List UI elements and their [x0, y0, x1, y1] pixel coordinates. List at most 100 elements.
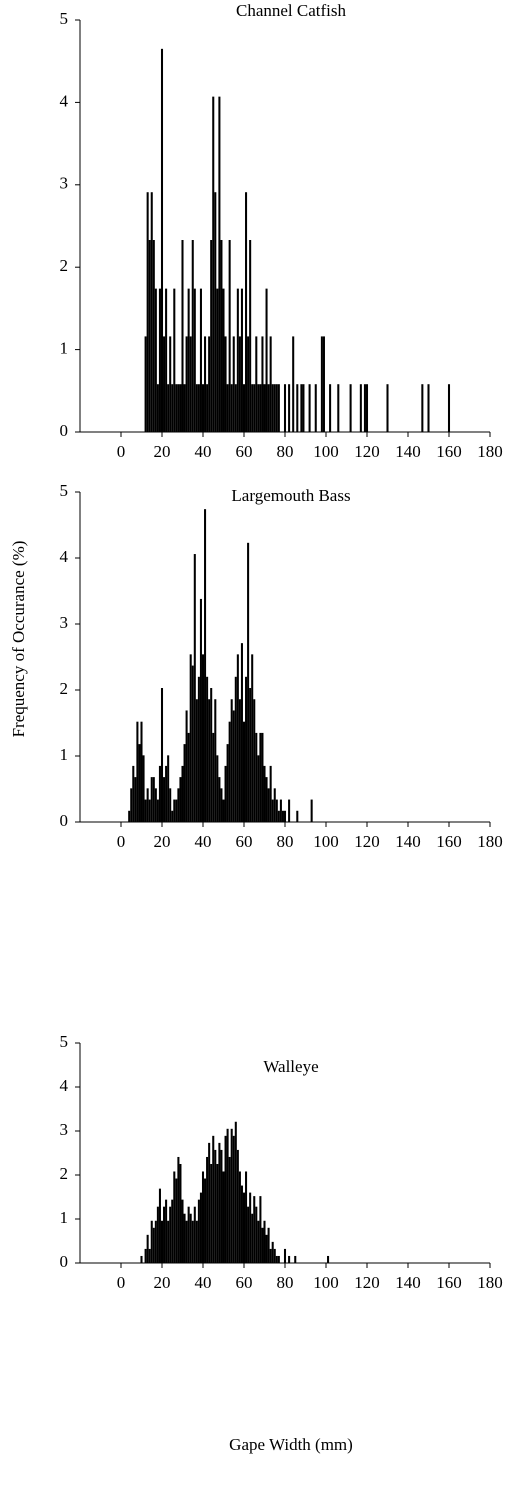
- bar: [322, 336, 325, 432]
- x-tick-label: 180: [477, 1273, 503, 1292]
- bar: [349, 384, 352, 432]
- bar: [251, 1213, 254, 1263]
- x-tick-label: 140: [395, 442, 421, 461]
- bar: [132, 765, 135, 822]
- bar: [169, 336, 172, 432]
- bar: [208, 1142, 211, 1263]
- bar: [230, 1128, 233, 1263]
- bar: [210, 240, 213, 432]
- bar: [267, 384, 270, 432]
- bar: [296, 810, 299, 822]
- bar: [265, 777, 268, 822]
- bar: [167, 1220, 170, 1263]
- bar: [216, 1164, 219, 1263]
- bar: [265, 288, 268, 432]
- x-tick-label: 160: [436, 442, 462, 461]
- bar: [152, 1227, 155, 1263]
- chart-title: Walleye: [263, 1057, 318, 1076]
- bar: [247, 1206, 250, 1263]
- y-tick-label: 1: [60, 1208, 69, 1227]
- bar: [242, 384, 246, 432]
- bar: [257, 755, 260, 822]
- bar: [226, 744, 229, 822]
- bar: [204, 509, 207, 822]
- bar: [427, 384, 430, 432]
- bar: [253, 699, 256, 822]
- bar: [275, 384, 278, 432]
- bar: [230, 384, 233, 432]
- bar: [210, 1164, 213, 1263]
- bar: [181, 240, 184, 432]
- x-tick-label: 100: [313, 832, 339, 851]
- x-tick-label: 60: [236, 442, 253, 461]
- bar: [181, 1199, 184, 1263]
- bar: [271, 1241, 274, 1263]
- bar: [271, 384, 274, 432]
- bar: [222, 1171, 225, 1263]
- bar: [208, 699, 211, 822]
- bar: [263, 765, 266, 822]
- bar: [273, 788, 276, 822]
- bar: [308, 384, 311, 432]
- bar: [228, 240, 231, 432]
- bar: [283, 1248, 287, 1263]
- bar: [191, 1220, 194, 1263]
- bar: [214, 192, 217, 432]
- bar: [238, 336, 241, 432]
- bar: [259, 732, 262, 822]
- bar: [247, 336, 250, 432]
- bar: [238, 1171, 241, 1263]
- bar: [199, 1192, 202, 1263]
- bar: [263, 1220, 266, 1263]
- bar: [140, 1255, 143, 1263]
- bar: [169, 1206, 172, 1263]
- bar: [253, 384, 256, 432]
- x-tick-label: 140: [395, 1273, 421, 1292]
- bar: [199, 598, 202, 822]
- x-tick-label: 20: [154, 1273, 171, 1292]
- bar: [171, 810, 174, 822]
- bar: [197, 1199, 200, 1263]
- bar: [167, 384, 170, 432]
- bar: [177, 788, 180, 822]
- bar: [179, 384, 182, 432]
- x-tick-label: 80: [277, 832, 294, 851]
- bar: [201, 384, 205, 432]
- y-tick-label: 4: [60, 1076, 69, 1095]
- bar: [249, 688, 252, 822]
- x-tick-label: 20: [154, 832, 171, 851]
- bar: [288, 1255, 291, 1263]
- bar: [134, 777, 137, 822]
- bar: [179, 777, 182, 822]
- bar: [259, 1196, 262, 1263]
- bar: [156, 1206, 159, 1263]
- x-tick-label: 0: [117, 442, 126, 461]
- bar: [144, 336, 147, 432]
- x-tick-label: 180: [477, 442, 503, 461]
- bar: [261, 336, 264, 432]
- bar: [238, 699, 241, 822]
- bar: [226, 1128, 229, 1263]
- bar: [363, 384, 366, 432]
- bar: [189, 1213, 192, 1263]
- bar: [251, 654, 254, 822]
- bar: [257, 1220, 260, 1263]
- bar: [163, 777, 166, 822]
- bar: [310, 799, 313, 822]
- bar: [204, 1178, 207, 1263]
- bar: [271, 799, 274, 822]
- chart-title: Channel Catfish: [236, 1, 347, 20]
- bar: [150, 192, 153, 432]
- bar: [288, 384, 291, 432]
- bar: [447, 384, 451, 432]
- bar: [245, 676, 248, 822]
- bar: [206, 384, 209, 432]
- bar: [138, 744, 141, 822]
- bar: [283, 810, 287, 822]
- x-tick-label: 120: [354, 1273, 380, 1292]
- x-tick-label: 40: [195, 832, 212, 851]
- x-tick-label: 0: [117, 1273, 126, 1292]
- bar: [181, 765, 184, 822]
- x-tick-label: 180: [477, 832, 503, 851]
